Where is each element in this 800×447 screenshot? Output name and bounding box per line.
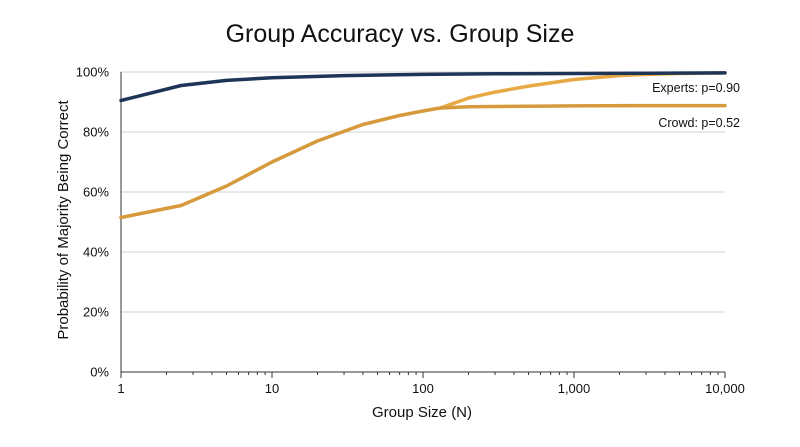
y-tick-label: 0% [90,365,109,380]
series-lines [119,71,727,220]
chart-labels: Group Size (N) Probability of Majority B… [55,81,740,421]
y-tick-label: 20% [83,305,109,320]
x-axis-label: Group Size (N) [372,404,472,421]
series-label-crowd: Crowd: p=0.52 [658,116,740,130]
y-tick-label: 100% [76,65,110,80]
x-tick-label: 1 [117,381,124,396]
series-line-1 [119,103,727,220]
x-tick-label: 10 [265,381,279,396]
x-tick-label: 10,000 [705,381,745,396]
y-axis-label: Probability of Majority Being Correct [55,100,72,340]
x-tick-label: 1,000 [558,381,591,396]
series-line-0 [119,71,727,103]
y-tick-label: 80% [83,125,109,140]
chart-title: Group Accuracy vs. Group Size [225,20,575,48]
grid-lines [121,71,725,313]
x-tick-label: 100 [412,381,434,396]
series-label-experts: Experts: p=0.90 [652,81,740,95]
axes: 0% 20% 40% 60% 80% 100% 1 10 100 1,000 10,000 [76,65,745,397]
y-tick-label: 40% [83,245,109,260]
y-tick-label: 60% [83,185,109,200]
